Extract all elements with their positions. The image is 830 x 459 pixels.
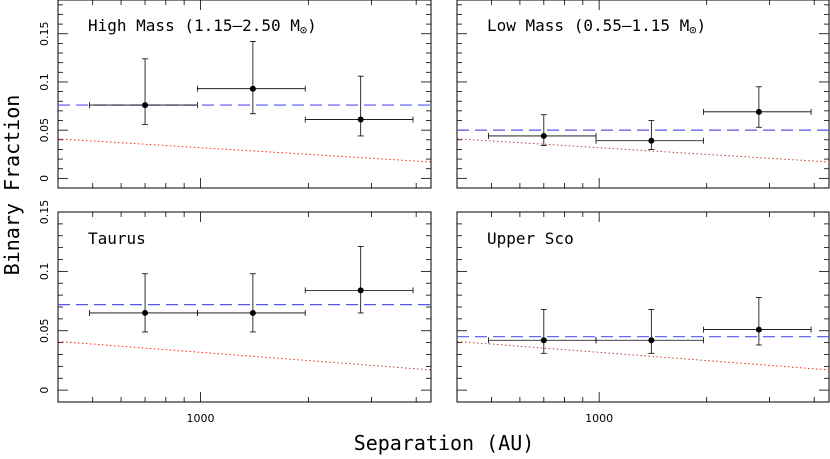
y-tick-label: 0.05 (38, 319, 51, 344)
panel-title-close: ) (307, 16, 317, 35)
x-tick-label: 1000 (585, 412, 613, 425)
y-axis-label: Binary Fraction (0, 95, 24, 276)
panel-title: Upper Sco (487, 229, 574, 248)
y-tick-label: 0.05 (38, 118, 51, 143)
y-tick-label: 0.15 (38, 200, 51, 225)
panel-frame (57, 0, 432, 189)
model-line (58, 138, 431, 163)
data-point (540, 132, 547, 139)
data-point (249, 309, 256, 316)
panel-high-mass: 0 0.05 0.1 0.15 High Mass (1.15–2.50 M⊙) (38, 0, 432, 189)
panel-title-text: Low Mass (0.55–1.15 M (487, 16, 689, 35)
y-tick-label: 0.1 (38, 73, 51, 91)
model-line (457, 340, 829, 371)
panel-plot-area (457, 297, 829, 371)
data-point (755, 326, 762, 333)
panel-plot-area (58, 246, 431, 371)
data-point (648, 337, 655, 344)
panel-title: Low Mass (0.55–1.15 M⊙) (487, 16, 706, 37)
panel-taurus: 0 0.05 0.1 0.15 1000 Taurus (38, 200, 432, 425)
y-tick-label: 0 (38, 175, 51, 182)
panel-upper-sco: 1000 Upper Sco (456, 211, 830, 425)
panel-low-mass: Low Mass (0.55–1.15 M⊙) (456, 0, 830, 189)
y-tick-label: 0.1 (38, 263, 51, 281)
panel-frame (456, 0, 830, 189)
data-point (648, 137, 655, 144)
panel-title-text: Taurus (88, 229, 146, 248)
y-tick-label: 0 (38, 387, 51, 394)
panel-title-text: High Mass (1.15–2.50 M (88, 16, 300, 35)
y-tick-label: 0.15 (38, 21, 51, 46)
x-tick-label: 1000 (187, 412, 215, 425)
panels: 00.050.10.15 High Mass (1.15–2.50 M⊙) Low … (38, 0, 830, 425)
solar-mass-symbol: ⊙ (689, 23, 696, 37)
data-point (142, 309, 149, 316)
panel-title: Taurus (88, 229, 146, 248)
model-line (58, 340, 431, 371)
data-point (755, 108, 762, 115)
panel-title: High Mass (1.15–2.50 M⊙) (88, 16, 317, 37)
panel-title-close: ) (697, 16, 707, 35)
data-point (540, 337, 547, 344)
panel-plot-area (58, 41, 431, 163)
model-line (457, 138, 829, 163)
x-axis-label: Separation (AU) (354, 431, 535, 455)
data-point (357, 116, 364, 123)
data-point (357, 287, 364, 294)
solar-mass-symbol: ⊙ (300, 23, 307, 37)
panel-plot-area (457, 86, 829, 163)
data-point (142, 102, 149, 109)
data-point (249, 85, 256, 92)
panel-title-text: Upper Sco (487, 229, 574, 248)
